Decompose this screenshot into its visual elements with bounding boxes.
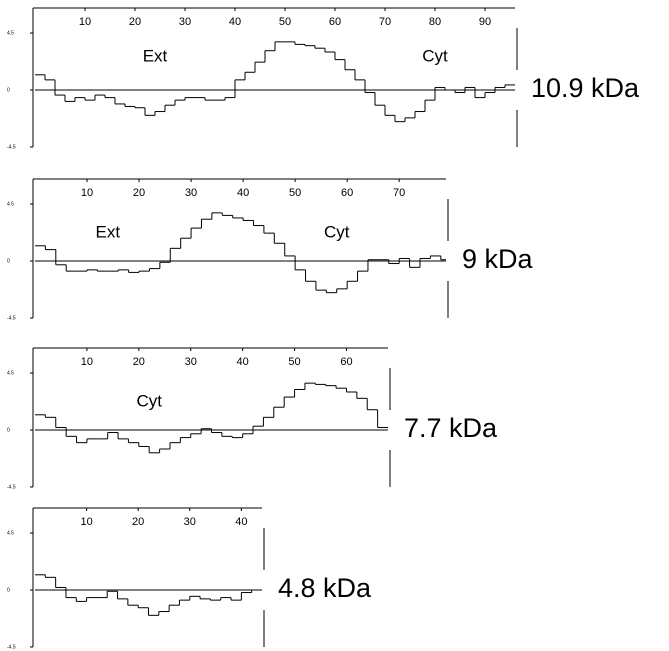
- x-tick-label: 30: [179, 16, 191, 28]
- step-connector: [44, 574, 253, 616]
- annotation: Cyt: [324, 223, 350, 242]
- x-tick-label: 40: [237, 187, 249, 199]
- x-tick-label: 10: [81, 187, 93, 199]
- x-tick-label: 20: [129, 16, 141, 28]
- mass-label: 10.9 kDa: [531, 73, 640, 103]
- x-tick-label: 10: [81, 356, 93, 368]
- x-tick-label: 70: [379, 16, 391, 28]
- x-tick-label: 50: [289, 187, 301, 199]
- x-tick-label: 10: [80, 516, 92, 528]
- y-tick-label: 0: [7, 587, 10, 593]
- x-tick-label: 20: [132, 516, 144, 528]
- x-tick-label: 60: [340, 356, 352, 368]
- x-tick-label: 90: [479, 16, 491, 28]
- x-tick-label: 40: [235, 516, 247, 528]
- x-tick-label: 50: [288, 356, 300, 368]
- x-tick-label: 30: [185, 187, 197, 199]
- y-tick-label: -4.5: [7, 484, 16, 490]
- step-connector: [44, 212, 442, 293]
- mass-label: 7.7 kDa: [404, 413, 498, 443]
- x-tick-label: 30: [184, 516, 196, 528]
- y-tick-label: 4.5: [7, 370, 14, 376]
- annotation: Cyt: [422, 47, 448, 66]
- x-tick-label: 60: [341, 187, 353, 199]
- y-tick-label: -4.5: [7, 644, 16, 650]
- annotation: Ext: [143, 47, 168, 66]
- x-tick-label: 40: [229, 16, 241, 28]
- x-tick-label: 20: [133, 187, 145, 199]
- x-tick-label: 50: [279, 16, 291, 28]
- y-tick-label: 0: [7, 427, 10, 433]
- y-tick-label: 0: [7, 258, 10, 264]
- y-tick-label: 0: [7, 87, 10, 93]
- x-tick-label: 70: [393, 187, 405, 199]
- mass-label: 9 kDa: [462, 244, 534, 274]
- x-tick-label: 30: [185, 356, 197, 368]
- annotation: Cyt: [136, 392, 162, 411]
- y-tick-label: 4.5: [7, 201, 14, 207]
- mass-label: 4.8 kDa: [278, 573, 372, 603]
- y-tick-label: 4.5: [7, 530, 14, 536]
- step-connector: [44, 383, 379, 453]
- y-tick-label: -4.5: [7, 144, 16, 150]
- x-tick-label: 40: [237, 356, 249, 368]
- y-tick-label: -4.5: [7, 315, 16, 321]
- y-tick-label: 4.5: [7, 30, 14, 36]
- x-tick-label: 80: [429, 16, 441, 28]
- x-tick-label: 60: [329, 16, 341, 28]
- annotation: Ext: [96, 223, 121, 242]
- x-tick-label: 20: [133, 356, 145, 368]
- x-tick-label: 10: [79, 16, 91, 28]
